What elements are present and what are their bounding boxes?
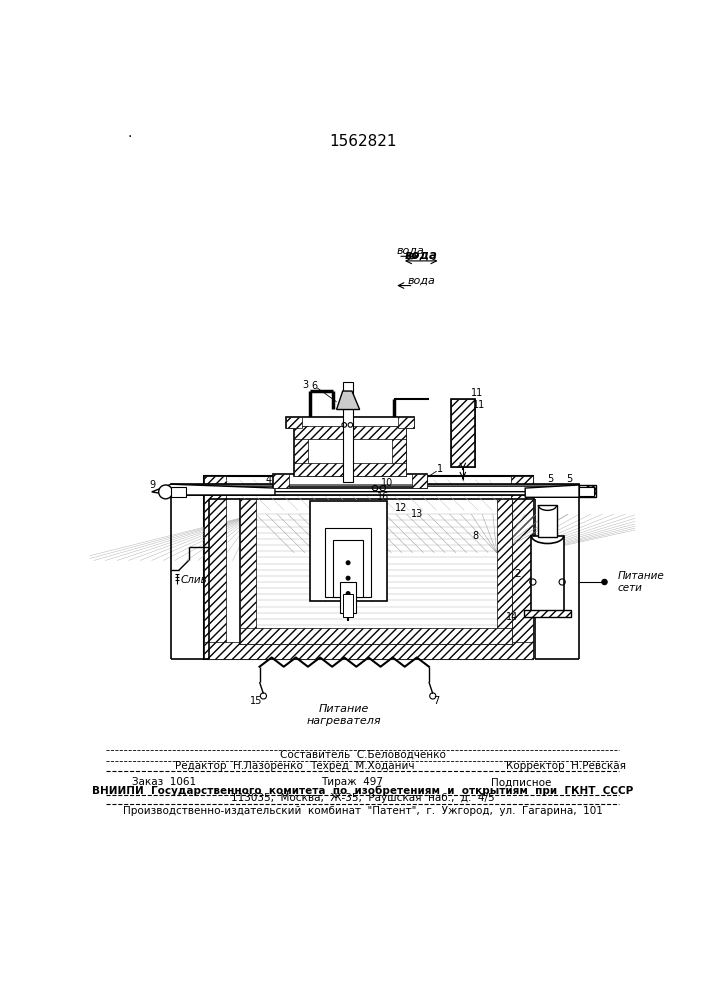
Bar [532,536,563,613]
Text: 9: 9 [149,480,156,490]
Bar [171,487,187,497]
Bar [325,528,371,597]
Circle shape [602,579,607,585]
Text: Подписное: Подписное [491,777,551,787]
Bar [343,594,354,617]
Bar [398,417,414,428]
Circle shape [346,592,350,595]
Bar [274,474,288,488]
Bar [524,610,571,617]
Text: Составитель  С.Беловодченко: Составитель С.Беловодченко [280,749,445,759]
Text: 2: 2 [514,569,521,579]
Bar [171,484,579,495]
Text: 4: 4 [266,475,272,485]
Bar [497,499,512,644]
Bar [171,484,579,495]
Text: вода: вода [397,246,424,256]
Text: 3: 3 [302,380,308,390]
Bar [524,610,571,617]
Bar [343,382,354,482]
Bar [294,463,406,476]
Text: Питание
сети: Питание сети [618,571,665,593]
Text: 15: 15 [250,696,262,706]
Text: 1: 1 [438,464,443,474]
Circle shape [346,576,350,580]
Bar [286,417,302,428]
Text: Техред  М.Ходанич: Техред М.Ходанич [310,761,415,771]
Text: 12: 12 [395,503,407,513]
Text: ВНИИПИ  Государственного  комитета  по  изобретениям  и  открытиям  при  ГКНТ  С: ВНИИПИ Государственного комитета по изоб… [92,785,633,796]
Circle shape [158,485,173,499]
Text: 16: 16 [377,492,389,502]
Bar [412,474,428,488]
Circle shape [585,486,596,497]
Text: вода: вода [407,275,436,285]
Text: 113035,  Москва,  Ж-35,  Раушская  наб.,  д.  4/5: 113035, Москва, Ж-35, Раушская наб., д. … [231,793,494,803]
Text: Питание
нагревателя: Питание нагревателя [307,704,382,726]
Bar [240,499,256,644]
Text: 6: 6 [311,381,317,391]
Bar [511,476,533,659]
Circle shape [346,561,350,565]
Text: Корректор  Н.Ревская: Корректор Н.Ревская [506,761,626,771]
Bar [286,417,414,428]
Bar [392,426,406,476]
Bar [450,399,475,466]
Bar [310,501,387,601]
Text: вода: вода [405,248,438,261]
Text: Производственно-издательский  комбинат  "Патент",  г.  Ужгород,  ул.  Гагарина, : Производственно-издательский комбинат "П… [123,806,602,816]
Bar [204,476,533,659]
Text: 13: 13 [411,509,423,519]
Bar [538,505,557,537]
Bar [294,426,406,439]
Text: 8: 8 [472,531,478,541]
Text: 14: 14 [506,612,518,622]
Text: Редактор  Н.Лазоренко: Редактор Н.Лазоренко [175,761,303,771]
Bar [340,582,356,613]
Bar [450,399,475,466]
Text: 10: 10 [381,478,394,488]
Text: ·: · [128,130,132,144]
Text: Тираж  497: Тираж 497 [321,777,383,787]
Text: 5: 5 [547,474,554,484]
Bar [274,474,428,488]
Bar [204,476,226,659]
Bar [294,426,406,476]
Bar [579,487,595,496]
Text: 11: 11 [471,388,483,398]
Bar [204,642,533,659]
Text: 11: 11 [473,400,485,410]
Bar [294,426,308,476]
Polygon shape [525,485,579,497]
Bar [240,628,512,644]
Text: 7: 7 [433,696,440,706]
Text: 5: 5 [566,474,572,484]
Text: 1562821: 1562821 [329,134,397,149]
Bar [240,499,512,644]
Text: Заказ  1061: Заказ 1061 [132,777,197,787]
Bar [579,485,596,497]
Bar [333,540,363,597]
Text: Слив: Слив [181,575,207,585]
Polygon shape [337,391,360,410]
Polygon shape [152,484,275,495]
